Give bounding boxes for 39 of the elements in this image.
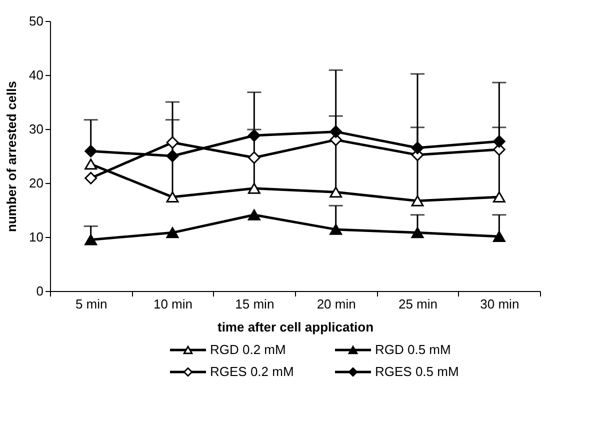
point (411, 227, 424, 238)
y-tick-label: 0 (36, 284, 44, 298)
legend-label: RGD 0.2 mM (210, 342, 286, 357)
x-tick-label: 10 min (153, 296, 193, 312)
x-axis-title: time after cell application (217, 320, 374, 334)
point (411, 195, 424, 206)
point (84, 144, 98, 158)
x-tick-label: 5 min (75, 296, 108, 312)
legend-label: RGD 0.5 mM (375, 342, 451, 357)
point (492, 135, 506, 148)
point (248, 151, 260, 164)
y-tick-label: 20 (29, 176, 44, 190)
y-tick-label: 40 (29, 68, 44, 82)
point (166, 227, 179, 238)
y-tick-label: 30 (29, 122, 44, 136)
point (330, 186, 342, 198)
point (84, 234, 98, 246)
point (166, 150, 179, 162)
y-tick-label: 50 (29, 14, 44, 28)
x-tick-label: 30 min (480, 296, 520, 312)
x-tick-label: 15 min (235, 296, 274, 312)
legend-label: RGES 0.2 mM (210, 364, 294, 379)
x-tick-label: 25 min (398, 296, 438, 312)
point (330, 224, 342, 235)
x-tick-label: 20 min (316, 296, 356, 312)
y-axis-title: number of arrested cells (4, 81, 20, 232)
point (330, 125, 342, 138)
y-tick-label: 10 (29, 230, 44, 244)
point (166, 192, 179, 203)
point (492, 192, 506, 203)
point (84, 172, 98, 184)
point (411, 142, 424, 154)
point (248, 209, 260, 220)
point (166, 136, 179, 149)
point (248, 129, 260, 142)
point (492, 230, 506, 242)
point (84, 158, 98, 170)
point (248, 182, 260, 194)
legend-label: RGES 0.5 mM (375, 364, 459, 379)
